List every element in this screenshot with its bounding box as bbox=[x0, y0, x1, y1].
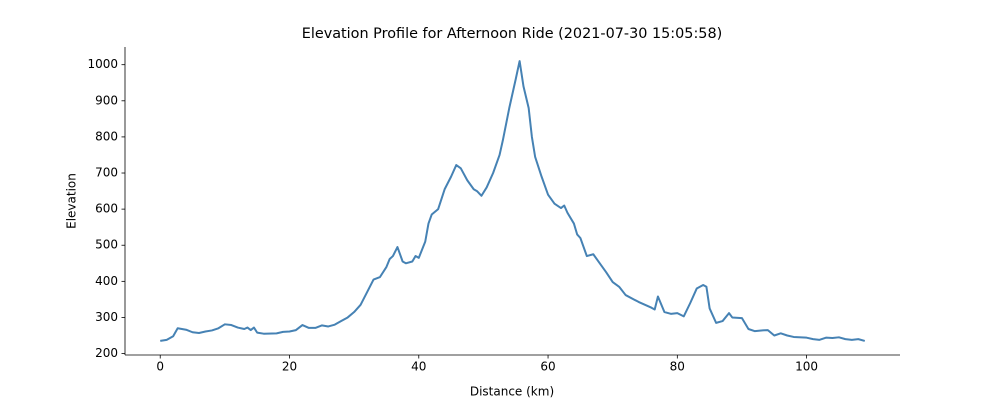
y-tick-label: 600 bbox=[95, 202, 118, 216]
x-tick-label: 20 bbox=[282, 360, 297, 374]
chart-title: Elevation Profile for Afternoon Ride (20… bbox=[302, 26, 722, 42]
x-axis-label: Distance (km) bbox=[470, 385, 554, 399]
x-tick-label: 0 bbox=[156, 360, 164, 374]
y-tick-label: 300 bbox=[95, 310, 118, 324]
x-tick-label: 60 bbox=[540, 360, 555, 374]
y-tick-label: 900 bbox=[95, 93, 118, 107]
x-tick-label: 100 bbox=[795, 360, 818, 374]
y-tick-label: 700 bbox=[95, 166, 118, 180]
y-tick-label: 200 bbox=[95, 346, 118, 360]
y-tick-label: 500 bbox=[95, 238, 118, 252]
x-tick-label: 80 bbox=[670, 360, 685, 374]
y-tick-label: 800 bbox=[95, 129, 118, 143]
y-tick-label: 1000 bbox=[87, 57, 118, 71]
y-tick-label: 400 bbox=[95, 274, 118, 288]
x-tick-label: 40 bbox=[411, 360, 426, 374]
y-axis-label: Elevation bbox=[65, 173, 79, 229]
elevation-line bbox=[160, 60, 866, 342]
